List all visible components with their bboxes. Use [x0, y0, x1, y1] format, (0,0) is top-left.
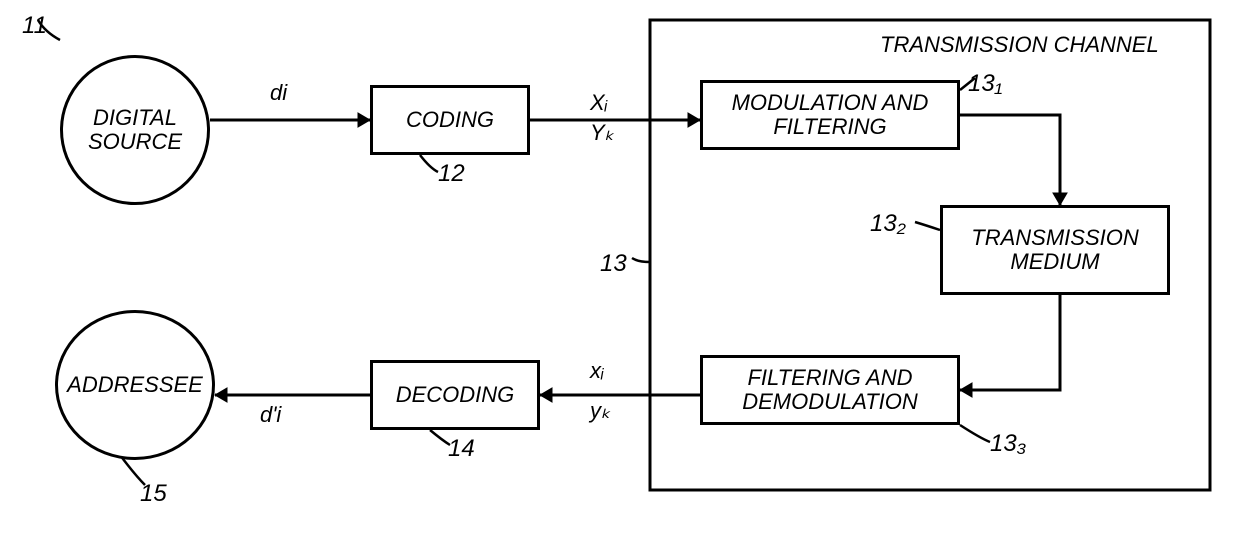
edge-label-di: di — [270, 80, 287, 106]
ref-r133: 13₃ — [990, 430, 1026, 458]
edge-label-yk1: Yₖ — [590, 120, 614, 146]
edge-label-xi2: xᵢ — [590, 358, 604, 384]
edge-arrowhead-4 — [540, 388, 552, 402]
node-label-medium: TRANSMISSION MEDIUM — [949, 226, 1161, 274]
node-coding: CODING — [370, 85, 530, 155]
ref-r131: 13₁ — [968, 70, 1002, 98]
ref-hook-r14 — [430, 430, 450, 445]
diagram-stage: DIGITAL SOURCE CODING MODULATION AND FILTE… — [0, 0, 1240, 536]
node-addressee: ADDRESSEE — [55, 310, 215, 460]
ref-hook-r12 — [420, 155, 438, 172]
node-label-mod: MODULATION AND FILTERING — [709, 91, 951, 139]
edge-label-yk2: yₖ — [590, 398, 610, 424]
ref-r132: 13₂ — [870, 210, 906, 238]
channel-title: TRANSMISSION CHANNEL — [880, 32, 1159, 58]
edge-arrowhead-3 — [960, 383, 972, 397]
ref-hook-r13 — [632, 258, 650, 262]
node-demod: FILTERING AND DEMODULATION — [700, 355, 960, 425]
ref-r13: 13 — [600, 250, 627, 278]
edge-medium-demod — [960, 295, 1060, 390]
edge-arrowhead-1 — [688, 113, 700, 127]
edge-arrowhead-5 — [215, 388, 227, 402]
node-medium: TRANSMISSION MEDIUM — [940, 205, 1170, 295]
edge-label-dpi: d'i — [260, 402, 281, 428]
node-label-decoding: DECODING — [396, 383, 515, 407]
edge-arrowhead-2 — [1053, 193, 1067, 205]
edge-arrowhead-0 — [358, 113, 370, 127]
ref-r15: 15 — [140, 480, 167, 508]
node-mod: MODULATION AND FILTERING — [700, 80, 960, 150]
ref-r12: 12 — [438, 160, 465, 188]
ref-r14: 14 — [448, 435, 475, 463]
node-label-demod: FILTERING AND DEMODULATION — [709, 366, 951, 414]
node-label-coding: CODING — [406, 108, 494, 132]
edge-label-xi1: Xᵢ — [590, 90, 607, 116]
node-label-addressee: ADDRESSEE — [67, 373, 203, 397]
edge-mod-medium — [960, 115, 1060, 205]
node-source: DIGITAL SOURCE — [60, 55, 210, 205]
ref-hook-r133 — [960, 425, 990, 442]
node-decoding: DECODING — [370, 360, 540, 430]
node-label-source: DIGITAL SOURCE — [63, 106, 207, 154]
ref-hook-r132 — [915, 222, 940, 230]
ref-r11: 11 — [22, 12, 47, 40]
